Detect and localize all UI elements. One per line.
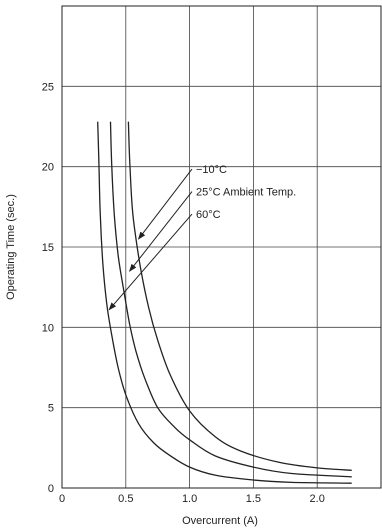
grid-lines — [62, 6, 381, 488]
x-axis-label: Overcurrent (A) — [182, 515, 258, 527]
y-axis-label: Operating Time (sec.) — [5, 194, 17, 300]
annotation-arrow — [137, 168, 193, 240]
series-group — [97, 121, 352, 484]
x-tick-labels: 0 0.5 1.0 1.5 2.0 — [59, 493, 325, 505]
series-line-1 — [109, 121, 352, 478]
x-tick-label: 0 — [59, 493, 65, 505]
y-tick-label: 25 — [42, 81, 54, 93]
y-tick-label: 0 — [48, 483, 54, 495]
annotation-arrow — [108, 213, 193, 311]
y-tick-label: 10 — [42, 322, 54, 334]
y-tick-label: 20 — [42, 162, 54, 174]
annotation-arrow — [129, 191, 193, 272]
x-tick-label: 1.5 — [246, 493, 261, 505]
series-line-0 — [127, 121, 352, 471]
y-tick-labels: 0 5 10 15 20 25 — [42, 81, 54, 495]
x-tick-label: 2.0 — [310, 493, 325, 505]
plot-frame — [61, 5, 382, 489]
annotations-group: −10°C 25°C Ambient Temp. 60°C — [108, 164, 296, 311]
series-line-2 — [97, 121, 352, 484]
annotation-label: 60°C — [196, 209, 221, 221]
x-tick-label: 0.5 — [118, 493, 133, 505]
annotation-label: −10°C — [196, 164, 227, 176]
y-tick-label: 5 — [48, 403, 54, 415]
x-tick-label: 1.0 — [182, 493, 197, 505]
y-tick-label: 15 — [42, 242, 54, 254]
annotation-label: 25°C Ambient Temp. — [196, 187, 296, 199]
